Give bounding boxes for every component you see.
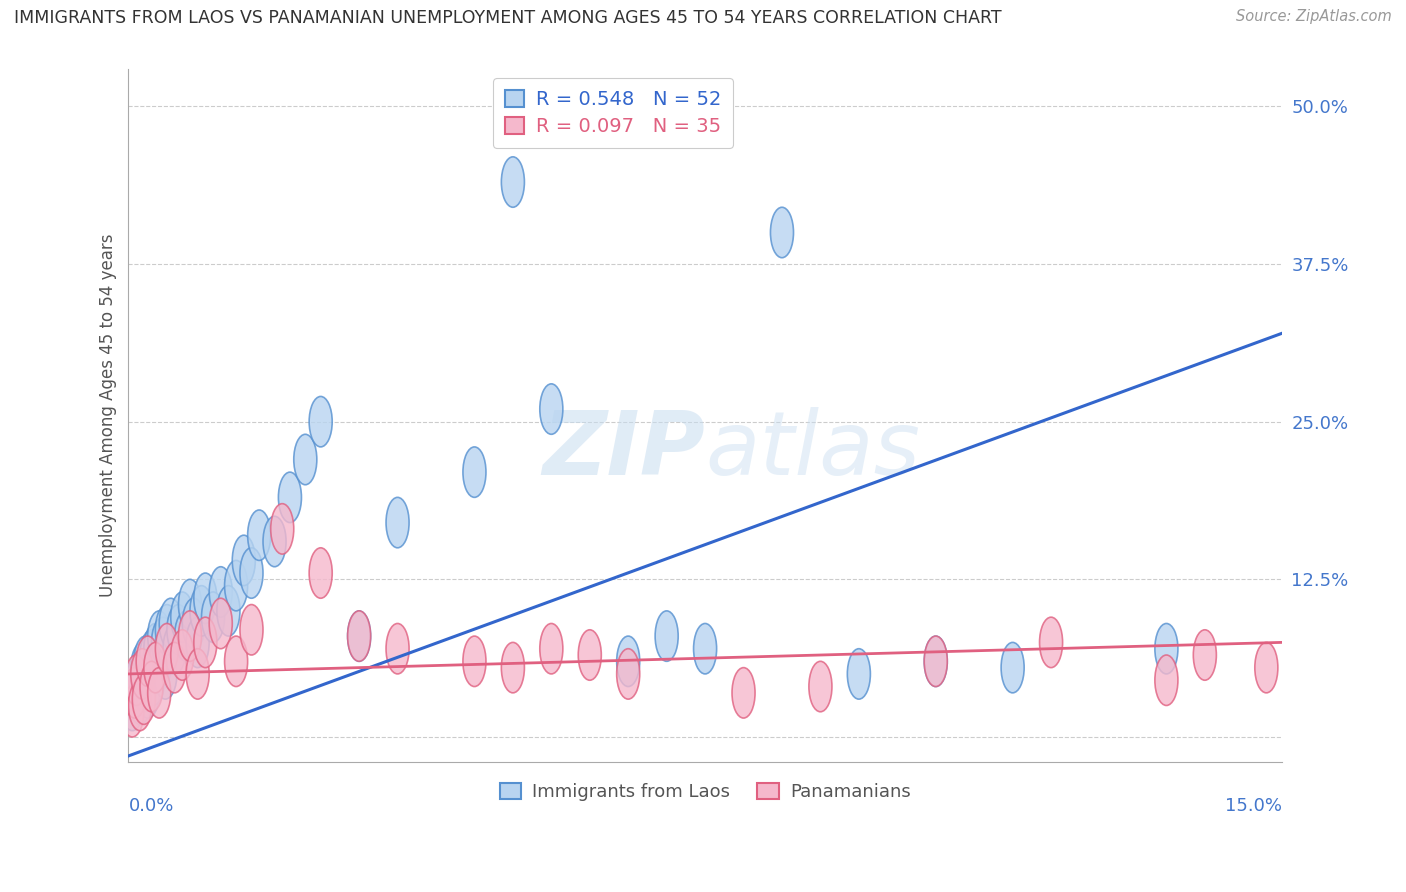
- Ellipse shape: [1194, 630, 1216, 681]
- Ellipse shape: [186, 648, 209, 699]
- Ellipse shape: [153, 648, 177, 699]
- Ellipse shape: [128, 674, 152, 724]
- Ellipse shape: [502, 642, 524, 693]
- Ellipse shape: [201, 592, 225, 642]
- Ellipse shape: [209, 599, 232, 648]
- Ellipse shape: [125, 655, 148, 706]
- Ellipse shape: [217, 586, 240, 636]
- Ellipse shape: [387, 498, 409, 548]
- Ellipse shape: [138, 648, 162, 699]
- Ellipse shape: [149, 636, 173, 687]
- Ellipse shape: [225, 636, 247, 687]
- Ellipse shape: [163, 624, 186, 674]
- Ellipse shape: [136, 667, 159, 718]
- Ellipse shape: [141, 661, 163, 712]
- Ellipse shape: [540, 624, 562, 674]
- Ellipse shape: [156, 605, 179, 655]
- Ellipse shape: [170, 630, 194, 681]
- Ellipse shape: [121, 681, 143, 731]
- Ellipse shape: [808, 661, 832, 712]
- Ellipse shape: [170, 592, 194, 642]
- Ellipse shape: [1254, 642, 1278, 693]
- Ellipse shape: [347, 611, 371, 661]
- Ellipse shape: [1039, 617, 1063, 667]
- Ellipse shape: [924, 636, 948, 687]
- Ellipse shape: [232, 535, 256, 586]
- Ellipse shape: [167, 605, 190, 655]
- Ellipse shape: [148, 667, 170, 718]
- Ellipse shape: [179, 611, 201, 661]
- Ellipse shape: [848, 648, 870, 699]
- Ellipse shape: [159, 599, 183, 648]
- Ellipse shape: [263, 516, 285, 566]
- Ellipse shape: [1001, 642, 1024, 693]
- Ellipse shape: [209, 566, 232, 617]
- Ellipse shape: [1154, 655, 1178, 706]
- Ellipse shape: [693, 624, 717, 674]
- Legend: Immigrants from Laos, Panamanians: Immigrants from Laos, Panamanians: [492, 776, 918, 809]
- Ellipse shape: [174, 611, 198, 661]
- Ellipse shape: [240, 605, 263, 655]
- Ellipse shape: [121, 687, 143, 737]
- Ellipse shape: [309, 396, 332, 447]
- Ellipse shape: [186, 617, 209, 667]
- Ellipse shape: [278, 472, 301, 523]
- Ellipse shape: [125, 667, 148, 718]
- Ellipse shape: [143, 624, 167, 674]
- Ellipse shape: [770, 207, 793, 258]
- Ellipse shape: [163, 642, 186, 693]
- Ellipse shape: [294, 434, 316, 484]
- Ellipse shape: [131, 648, 153, 699]
- Ellipse shape: [183, 599, 205, 648]
- Text: 0.0%: 0.0%: [128, 797, 174, 815]
- Ellipse shape: [156, 624, 179, 674]
- Ellipse shape: [463, 636, 486, 687]
- Text: Source: ZipAtlas.com: Source: ZipAtlas.com: [1236, 9, 1392, 24]
- Ellipse shape: [247, 510, 271, 560]
- Ellipse shape: [142, 655, 165, 706]
- Ellipse shape: [124, 667, 146, 718]
- Ellipse shape: [132, 661, 156, 712]
- Ellipse shape: [194, 617, 217, 667]
- Ellipse shape: [502, 157, 524, 207]
- Ellipse shape: [924, 636, 948, 687]
- Y-axis label: Unemployment Among Ages 45 to 54 years: Unemployment Among Ages 45 to 54 years: [100, 234, 117, 597]
- Ellipse shape: [617, 648, 640, 699]
- Ellipse shape: [127, 655, 149, 706]
- Ellipse shape: [143, 642, 167, 693]
- Ellipse shape: [733, 667, 755, 718]
- Ellipse shape: [309, 548, 332, 599]
- Ellipse shape: [617, 636, 640, 687]
- Ellipse shape: [146, 642, 169, 693]
- Ellipse shape: [225, 560, 247, 611]
- Ellipse shape: [347, 611, 371, 661]
- Ellipse shape: [655, 611, 678, 661]
- Ellipse shape: [179, 579, 201, 630]
- Ellipse shape: [194, 573, 217, 624]
- Ellipse shape: [463, 447, 486, 498]
- Ellipse shape: [131, 642, 153, 693]
- Ellipse shape: [136, 636, 159, 687]
- Text: 15.0%: 15.0%: [1225, 797, 1282, 815]
- Ellipse shape: [540, 384, 562, 434]
- Ellipse shape: [141, 630, 163, 681]
- Ellipse shape: [148, 611, 170, 661]
- Ellipse shape: [240, 548, 263, 599]
- Text: IMMIGRANTS FROM LAOS VS PANAMANIAN UNEMPLOYMENT AMONG AGES 45 TO 54 YEARS CORREL: IMMIGRANTS FROM LAOS VS PANAMANIAN UNEMP…: [14, 9, 1001, 27]
- Ellipse shape: [152, 617, 174, 667]
- Ellipse shape: [132, 674, 156, 724]
- Ellipse shape: [578, 630, 602, 681]
- Ellipse shape: [128, 681, 152, 731]
- Text: atlas: atlas: [704, 407, 920, 493]
- Ellipse shape: [387, 624, 409, 674]
- Text: ZIP: ZIP: [543, 407, 704, 493]
- Ellipse shape: [190, 586, 214, 636]
- Ellipse shape: [134, 636, 157, 687]
- Ellipse shape: [1154, 624, 1178, 674]
- Ellipse shape: [271, 504, 294, 554]
